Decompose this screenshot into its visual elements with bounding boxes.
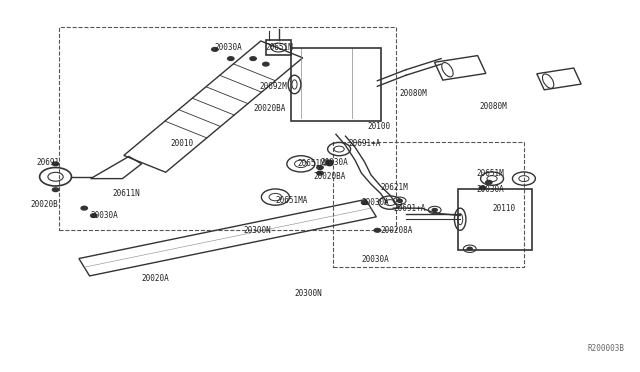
- Circle shape: [52, 188, 59, 192]
- Circle shape: [317, 166, 323, 169]
- Text: 20691+A: 20691+A: [394, 203, 426, 213]
- Text: 20030A: 20030A: [91, 211, 118, 220]
- Circle shape: [362, 201, 368, 205]
- Circle shape: [374, 228, 381, 232]
- Circle shape: [479, 186, 486, 190]
- Circle shape: [262, 62, 269, 66]
- Text: 20020BA: 20020BA: [253, 104, 285, 113]
- Text: 20030A: 20030A: [320, 157, 348, 167]
- Text: 20300N: 20300N: [244, 226, 271, 235]
- Circle shape: [250, 57, 256, 61]
- Text: 20080M: 20080M: [479, 102, 507, 111]
- Text: 20030A: 20030A: [215, 43, 243, 52]
- Circle shape: [212, 48, 218, 51]
- Text: 20300N: 20300N: [294, 289, 323, 298]
- Circle shape: [317, 171, 323, 175]
- Text: 20692M: 20692M: [259, 82, 287, 91]
- Circle shape: [52, 162, 59, 166]
- Text: 20010: 20010: [170, 139, 193, 148]
- Circle shape: [486, 180, 492, 184]
- Text: 200208A: 200208A: [381, 226, 413, 235]
- Text: 20020A: 20020A: [141, 274, 170, 283]
- Circle shape: [91, 214, 97, 217]
- Text: 20080M: 20080M: [399, 89, 428, 98]
- Text: 20030A: 20030A: [362, 255, 389, 264]
- Text: 20621M: 20621M: [381, 183, 408, 192]
- Text: 20611N: 20611N: [113, 189, 141, 198]
- Text: 20020B: 20020B: [30, 200, 58, 209]
- Text: 20651M: 20651M: [266, 43, 294, 52]
- Circle shape: [326, 162, 333, 166]
- Text: 20691: 20691: [36, 157, 60, 167]
- Text: 20030A: 20030A: [362, 198, 389, 207]
- Text: 20030A: 20030A: [476, 185, 504, 194]
- Text: 20651MA: 20651MA: [298, 159, 330, 169]
- Text: 20651M: 20651M: [476, 169, 504, 177]
- Circle shape: [326, 160, 333, 164]
- Text: 20020BA: 20020BA: [314, 172, 346, 181]
- Circle shape: [228, 57, 234, 61]
- Text: 20110: 20110: [492, 203, 515, 213]
- Circle shape: [81, 206, 88, 210]
- Circle shape: [397, 199, 402, 202]
- Text: 20651MA: 20651MA: [275, 196, 308, 205]
- Text: 20691+A: 20691+A: [349, 139, 381, 148]
- Circle shape: [467, 247, 472, 250]
- Text: 20100: 20100: [368, 122, 391, 131]
- Circle shape: [432, 209, 437, 211]
- Text: R200003B: R200003B: [588, 344, 625, 353]
